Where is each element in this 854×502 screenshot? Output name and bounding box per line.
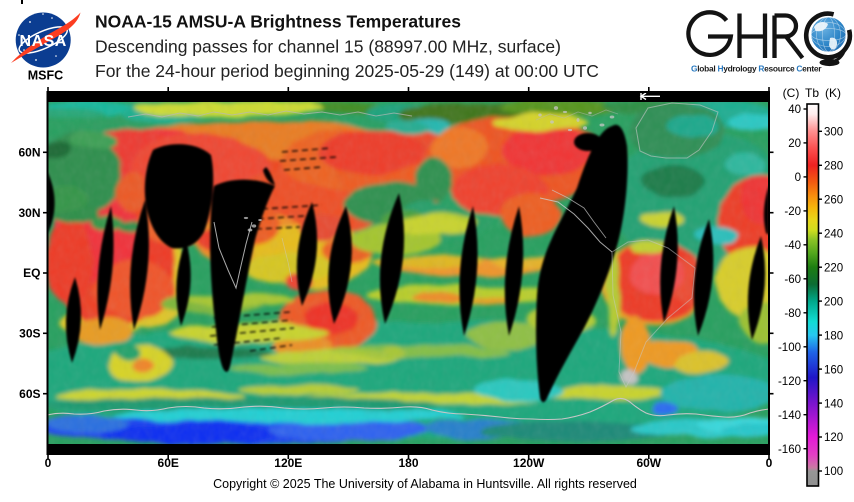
svg-text:200: 200 bbox=[824, 296, 843, 308]
svg-text:60S: 60S bbox=[19, 387, 40, 401]
svg-text:-20: -20 bbox=[784, 206, 801, 218]
svg-text:-100: -100 bbox=[778, 342, 801, 354]
svg-text:0: 0 bbox=[45, 456, 52, 470]
svg-text:140: 140 bbox=[824, 398, 843, 410]
svg-text:60W: 60W bbox=[636, 456, 661, 470]
svg-text:0: 0 bbox=[795, 172, 801, 184]
svg-text:-60: -60 bbox=[784, 274, 801, 286]
svg-text:-40: -40 bbox=[784, 240, 801, 252]
svg-text:30N: 30N bbox=[18, 206, 40, 220]
svg-text:60N: 60N bbox=[18, 145, 40, 159]
svg-text:0: 0 bbox=[766, 456, 773, 470]
svg-text:220: 220 bbox=[824, 262, 843, 274]
svg-text:260: 260 bbox=[824, 194, 843, 206]
svg-text:30S: 30S bbox=[19, 326, 40, 340]
svg-text:60E: 60E bbox=[158, 456, 179, 470]
svg-text:280: 280 bbox=[824, 161, 843, 173]
svg-text:120W: 120W bbox=[513, 456, 545, 470]
svg-text:MSFC: MSFC bbox=[28, 69, 63, 83]
svg-text:(K): (K) bbox=[825, 86, 841, 100]
svg-text:240: 240 bbox=[824, 228, 843, 240]
svg-text:EQ: EQ bbox=[23, 266, 40, 280]
svg-text:-160: -160 bbox=[778, 444, 801, 456]
svg-text:Global Hydrology Resource Cent: Global Hydrology Resource Center bbox=[691, 64, 822, 74]
svg-text:180: 180 bbox=[824, 330, 843, 342]
svg-text:-120: -120 bbox=[778, 376, 801, 388]
svg-text:Descending passes for channel: Descending passes for channel 15 (88997.… bbox=[95, 37, 561, 57]
svg-text:100: 100 bbox=[824, 466, 843, 478]
svg-text:300: 300 bbox=[824, 127, 843, 139]
svg-text:20: 20 bbox=[788, 138, 801, 150]
svg-text:180: 180 bbox=[398, 456, 418, 470]
svg-text:NASA: NASA bbox=[20, 33, 67, 50]
svg-text:Tb: Tb bbox=[805, 86, 819, 100]
svg-text:NOAA-15 AMSU-A Brightness Temp: NOAA-15 AMSU-A Brightness Temperatures bbox=[95, 12, 461, 32]
svg-text:40: 40 bbox=[788, 104, 801, 116]
svg-text:For the 24-hour period beginni: For the 24-hour period beginning 2025-05… bbox=[95, 61, 599, 81]
svg-text:-140: -140 bbox=[778, 410, 801, 422]
svg-text:120E: 120E bbox=[274, 456, 302, 470]
svg-text:(C): (C) bbox=[783, 86, 800, 100]
svg-text:-80: -80 bbox=[784, 308, 801, 320]
svg-text:Copyright © 2025 The Universit: Copyright © 2025 The University of Alaba… bbox=[213, 477, 637, 491]
svg-text:160: 160 bbox=[824, 364, 843, 376]
svg-text:120: 120 bbox=[824, 432, 843, 444]
